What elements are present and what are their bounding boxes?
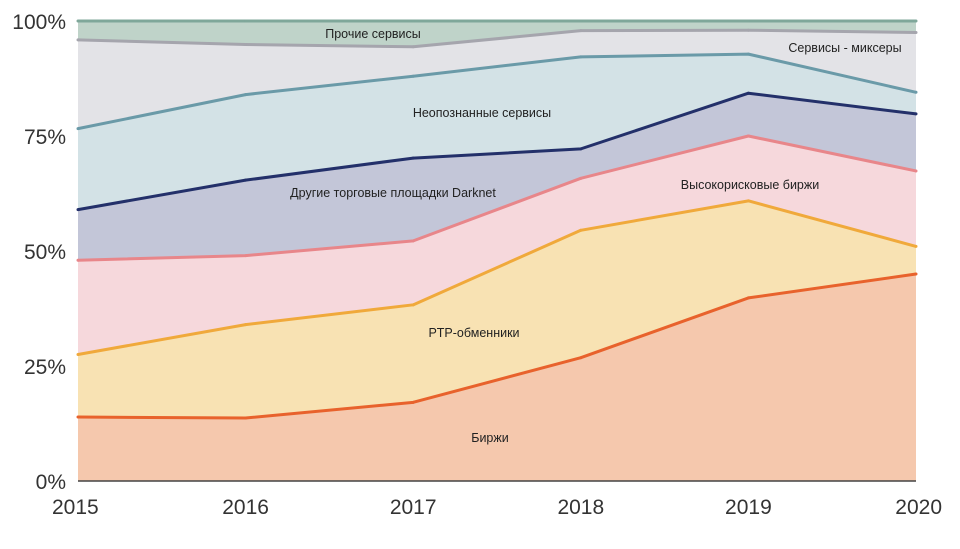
series-label: Другие торговые площадки Darknet <box>290 186 496 200</box>
series-line-6 <box>77 28 917 49</box>
area-2 <box>78 200 916 418</box>
data-point <box>244 323 248 327</box>
data-point <box>411 400 415 404</box>
data-point <box>746 296 750 300</box>
area-1 <box>78 274 916 481</box>
data-point <box>76 353 80 356</box>
y-tick-label: 75% <box>24 126 66 149</box>
x-tick-label: 2017 <box>390 496 437 519</box>
data-point <box>244 93 248 97</box>
series-line-3 <box>77 134 917 262</box>
series-label: Неопознанные сервисы <box>413 106 551 120</box>
series-label: Прочие сервисы <box>325 27 421 41</box>
data-point <box>914 244 918 248</box>
data-point <box>76 208 80 212</box>
data-point <box>244 19 248 23</box>
series-label: Биржи <box>471 431 508 445</box>
data-point <box>746 52 750 56</box>
area-layer <box>78 21 916 481</box>
y-tick-label: 0% <box>36 471 66 494</box>
data-point <box>76 415 80 419</box>
data-point <box>579 19 583 23</box>
x-tick-label: 2015 <box>52 496 99 519</box>
data-point <box>579 356 583 360</box>
series-line-5 <box>77 52 917 131</box>
data-point <box>579 228 583 232</box>
data-point <box>76 19 80 23</box>
area-5 <box>78 54 916 210</box>
data-point <box>579 29 583 33</box>
area-labels: Биржи PTP-обменники Высокорисковые биржи Др… <box>290 27 901 445</box>
data-point <box>411 303 415 307</box>
data-point <box>244 254 248 258</box>
data-point <box>914 19 918 23</box>
data-point <box>244 42 248 46</box>
data-point <box>244 416 248 420</box>
series-label: PTP-обменники <box>428 326 519 340</box>
data-point <box>411 74 415 78</box>
x-tick-label: 2018 <box>557 496 604 519</box>
y-tick-label: 100% <box>12 11 66 34</box>
data-point <box>746 28 750 32</box>
area-6 <box>78 30 916 129</box>
series-line-2 <box>77 199 917 356</box>
data-point <box>914 272 918 276</box>
area-3 <box>78 136 916 355</box>
data-point <box>746 91 750 95</box>
data-point <box>411 156 415 160</box>
y-tick-label: 25% <box>24 356 66 379</box>
x-tick-label: 2019 <box>725 496 772 519</box>
data-point <box>76 258 80 262</box>
series-label: Высокорисковые биржи <box>681 178 819 192</box>
data-point <box>746 19 750 23</box>
x-tick-label: 2020 <box>895 496 942 519</box>
area-4 <box>78 93 916 261</box>
data-point <box>914 112 918 116</box>
series-line-4 <box>77 91 917 212</box>
data-point <box>914 90 918 94</box>
data-point <box>579 176 583 180</box>
data-point <box>76 38 80 42</box>
data-point <box>579 147 583 151</box>
line-layer <box>76 19 918 420</box>
data-point <box>76 127 80 131</box>
data-point <box>746 199 750 203</box>
data-point <box>411 19 415 23</box>
y-tick-label: 50% <box>24 241 66 264</box>
series-label: Сервисы - миксеры <box>788 41 901 55</box>
y-tick-labels: 0% 25% 50% 75% 100% <box>12 11 66 494</box>
series-line-1 <box>77 272 917 420</box>
data-point <box>411 239 415 243</box>
data-point <box>914 169 918 173</box>
x-tick-labels: 2015 2016 2017 2018 2019 2020 <box>52 496 942 519</box>
data-point <box>244 178 248 182</box>
x-tick-label: 2016 <box>222 496 269 519</box>
data-point <box>914 31 918 34</box>
data-point <box>411 45 415 49</box>
area-7 <box>78 21 916 47</box>
data-point <box>579 55 583 59</box>
data-point <box>746 134 750 138</box>
